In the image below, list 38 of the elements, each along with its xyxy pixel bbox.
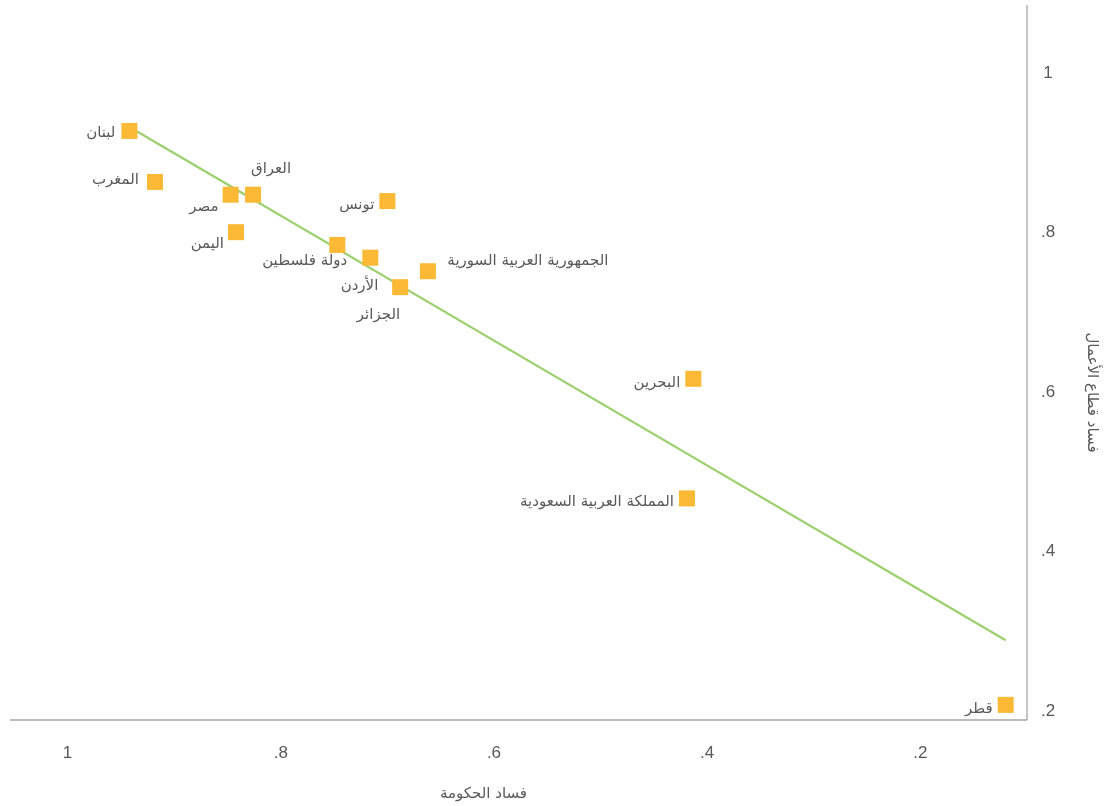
annotation: لبنان [86,122,116,141]
x-axis-title: فساد الحكومة [439,784,528,802]
x-tick-label: 1 [62,743,73,762]
y-axis-title: فساد قطاع الأعمال [1084,332,1103,453]
annotation: البحرين [633,372,681,391]
annotation: الأردن [340,274,379,294]
x-tick-label: .8 [273,743,288,762]
point [362,249,379,266]
annotation: مصر [188,196,219,215]
annotation: الجزائر [355,305,401,324]
point [997,696,1014,713]
point [685,370,702,387]
y-tick-label: .6 [1040,381,1056,401]
annotation: الجمهورية العربية السورية [447,251,609,270]
x-tick-label: .2 [913,743,928,762]
point [146,173,163,190]
y-tick-label: .2 [1040,700,1056,720]
point [222,186,239,203]
point [245,186,262,203]
x-tick-label: .4 [700,743,715,762]
annotation: تونس [339,195,375,214]
point [228,224,244,241]
annotation: العراق [251,158,292,177]
point [392,279,409,296]
point [121,122,138,139]
annotation: اليمن [190,234,224,253]
point [379,193,396,210]
annotation: دولة فلسطين [262,250,348,269]
point [678,490,695,507]
point [419,263,436,280]
x-tick-label: .6 [486,743,502,762]
annotation: المغرب [91,169,139,188]
point [329,236,346,253]
annotation: قطر [963,698,993,717]
y-tick-label: 1 [1043,62,1053,82]
annotation: المملكة العربية السعودية [520,492,674,511]
y-tick-label: .8 [1040,222,1056,242]
y-tick-label: .4 [1040,541,1056,561]
